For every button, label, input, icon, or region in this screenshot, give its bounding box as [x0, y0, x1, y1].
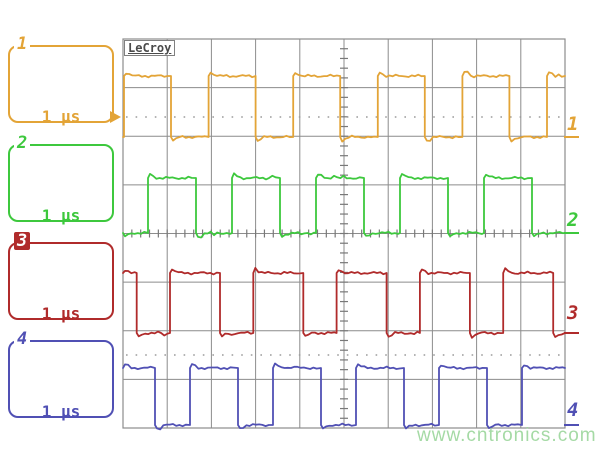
channel-4-number: 4 [14, 330, 31, 348]
channel-4-descriptor-box: 4 1 µs 20.0 V [8, 330, 114, 421]
channel-2-timebase: 1 µs [41, 206, 81, 225]
channel-1-number: 1 [14, 35, 31, 53]
channel-2-descriptor-box: 2 1 µs 20.0 V [8, 134, 114, 294]
watermark-url: www.cntronics.com [417, 425, 597, 446]
channel-2-zero-marker: 2 [567, 209, 579, 231]
channel-1-timebase: 1 µs [41, 107, 81, 126]
channel-4-zero-marker: 4 [567, 399, 579, 421]
trigger-level-arrow-icon [110, 111, 121, 123]
channel-2-number: 2 [14, 134, 31, 152]
lecroy-brand-badge: LeCroy [124, 40, 176, 56]
channel-3-number: 3 [14, 232, 31, 250]
channel-3-timebase: 1 µs [41, 304, 81, 323]
channel-3-zero-marker: 3 [567, 302, 579, 324]
channel-4-timebase: 1 µs [41, 402, 81, 421]
channel-1-zero-marker: 1 [567, 113, 579, 135]
